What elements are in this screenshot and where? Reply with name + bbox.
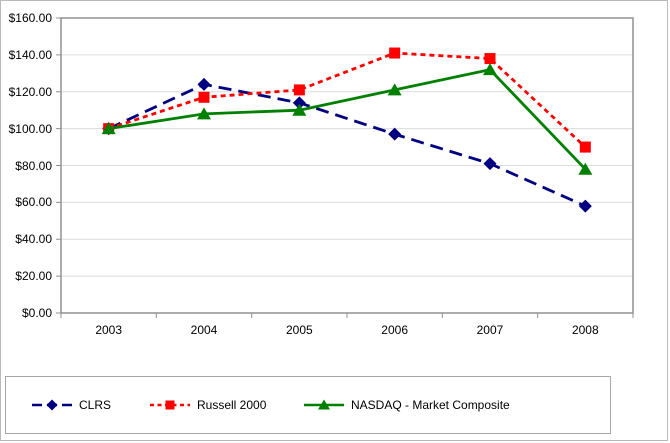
y-tick-label: $80.00 <box>15 158 52 173</box>
legend-label: NASDAQ - Market Composite <box>351 398 510 412</box>
legend-label: CLRS <box>79 398 112 412</box>
nasdaq-line-marker-icon <box>304 399 344 410</box>
x-tick-label: 2008 <box>571 323 599 337</box>
y-tick-label: $100.00 <box>8 121 52 136</box>
x-tick-label: 2004 <box>190 323 218 337</box>
legend-item-clrs: CLRS <box>32 377 111 433</box>
y-tick-label: $160.00 <box>8 11 52 25</box>
clrs-line-marker-icon <box>32 399 72 411</box>
y-tick-label: $40.00 <box>15 232 52 247</box>
y-tick-label: $120.00 <box>8 84 52 99</box>
y-tick-label: $0.00 <box>21 306 52 320</box>
russell-line-marker-icon <box>150 400 190 410</box>
y-tick-label: $140.00 <box>8 47 52 62</box>
plot-canvas <box>56 17 634 318</box>
chart-legend: CLRS Russell 2000 NASDAQ - Market Compos… <box>5 376 611 434</box>
x-tick-label: 2005 <box>285 323 313 337</box>
legend-item-nasdaq: NASDAQ - Market Composite <box>304 377 510 433</box>
legend-item-russell-2000: Russell 2000 <box>150 377 266 433</box>
y-axis: $160.00 $140.00 $120.00 $100.00 $80.00 $… <box>1 10 52 321</box>
y-tick-label: $20.00 <box>15 269 52 284</box>
x-axis: 2003 2004 2005 2006 2007 2008 <box>61 322 633 338</box>
legend-label: Russell 2000 <box>197 398 267 412</box>
x-tick-label: 2007 <box>476 323 504 337</box>
x-tick-label: 2003 <box>95 323 123 337</box>
x-tick-label: 2006 <box>381 323 408 337</box>
y-tick-label: $60.00 <box>15 195 52 210</box>
